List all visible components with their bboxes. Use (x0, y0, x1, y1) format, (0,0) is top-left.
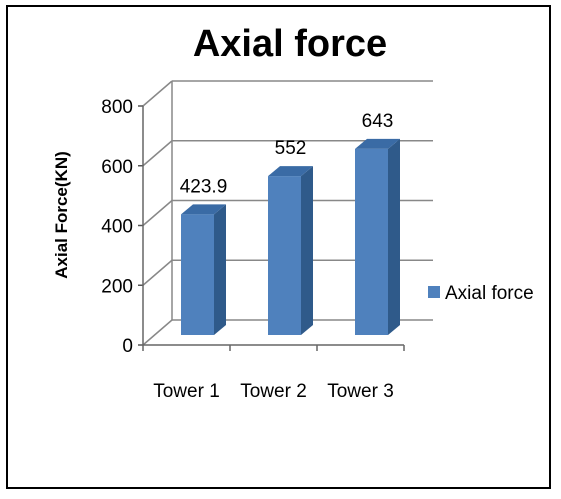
y-tick-label: 800 (101, 97, 133, 118)
grid-side-line (142, 319, 173, 346)
bar-top (181, 204, 226, 215)
x-tick-label: Tower 2 (240, 381, 307, 402)
y-tick-label: 400 (101, 217, 133, 238)
chart-title: Axial force (193, 23, 387, 65)
grid-side-line (142, 259, 173, 286)
data-label: 552 (275, 138, 307, 159)
data-label: 643 (362, 111, 394, 132)
x-tick-label: Tower 3 (327, 381, 394, 402)
bar-layer (181, 138, 400, 335)
grid-side-line (142, 140, 173, 167)
bar (268, 176, 301, 335)
legend-swatch (428, 286, 440, 298)
bar-top (268, 166, 313, 177)
bar-top (355, 138, 400, 149)
legend: Axial force (428, 283, 534, 304)
data-label: 423.9 (180, 176, 228, 197)
bar (181, 214, 214, 335)
bar (355, 148, 388, 335)
axis-layer: 0 200 400 600 800 (101, 97, 405, 357)
bar-side (388, 138, 400, 335)
grid-side-line (142, 199, 173, 227)
y-tick-label: 600 (101, 157, 133, 178)
y-tick-label: 0 (122, 336, 133, 357)
label-layer: 423.9 Tower 1 552 Tower 2 643 Tower 3 (153, 111, 394, 402)
x-tick-label: Tower 1 (153, 381, 220, 402)
grid-side-line (142, 80, 173, 107)
bar-side (214, 204, 226, 335)
bar-side (301, 166, 313, 335)
y-tick-label: 200 (101, 276, 133, 297)
legend-label: Axial force (445, 283, 534, 304)
y-axis-label: Axial Force(KN) (52, 151, 71, 279)
